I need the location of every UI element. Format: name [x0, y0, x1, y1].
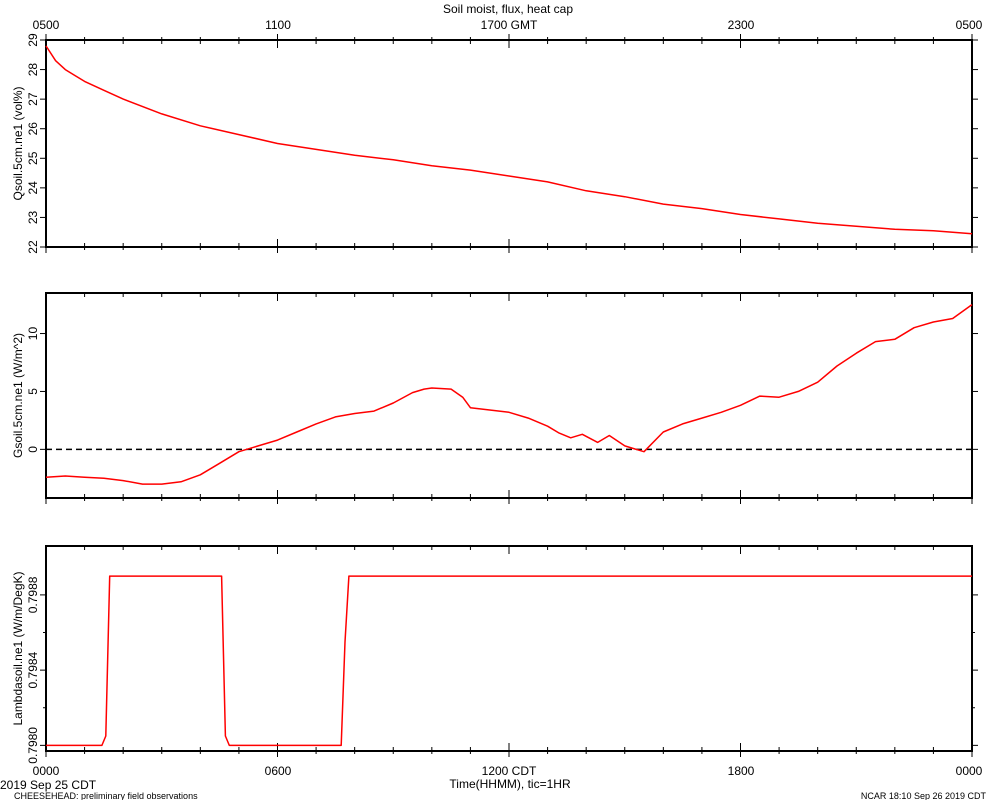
y-tick-label: 28: [26, 63, 40, 77]
panel-frame: [45, 292, 973, 499]
footer-date: 2019 Sep 25 CDT: [0, 778, 97, 792]
y-tick-label: 29: [26, 33, 40, 47]
y-tick-label: 0.7988: [26, 576, 40, 613]
top-tick-label: 1700 GMT: [481, 18, 538, 32]
y-tick-label: 0.7984: [26, 651, 40, 688]
y-tick-label: 25: [26, 151, 40, 165]
y-tick-label: 0: [26, 446, 40, 453]
top-tick-label: 0500: [956, 18, 983, 32]
y-tick-label: 27: [26, 92, 40, 106]
y-tick-label: 5: [26, 388, 40, 395]
top-tick-label: 1100: [265, 18, 291, 32]
y-tick-label: 22: [26, 240, 40, 254]
bottom-tick-label: 1800: [728, 764, 755, 778]
top-tick-label: 0500: [33, 18, 60, 32]
bottom-axis-tick-labels: 0000 0600 1200 CDT 1800 0000: [33, 764, 983, 778]
bottom-tick-label: 1200 CDT: [482, 764, 537, 778]
bottom-tick-label: 0600: [265, 764, 292, 778]
footer-project: CHEESEHEAD: preliminary field observatio…: [14, 791, 198, 800]
bottom-tick-label: 0000: [33, 764, 60, 778]
chart-title: Soil moist, flux, heat cap: [443, 2, 573, 16]
x-axis-label: Time(HHMM), tic=1HR: [449, 777, 571, 791]
y-axis-label: Lambdasoil.ne1 (W/m/DegK): [11, 571, 25, 725]
y-tick-label: 23: [26, 210, 40, 224]
series-line: [46, 575, 972, 747]
series-line: [45, 45, 973, 235]
series-line: [45, 303, 973, 485]
y-tick-label: 10: [26, 327, 40, 341]
top-axis-tick-labels: 0500 1100 1700 GMT 2300 0500: [33, 18, 983, 32]
bottom-tick-label: 0000: [956, 764, 983, 778]
top-tick-label: 2300: [728, 18, 755, 32]
footer-credit: NCAR 18:10 Sep 26 2019 CDT: [861, 791, 987, 800]
y-tick-label: 0.7980: [26, 727, 40, 764]
panel-frame: [45, 39, 973, 248]
y-axis-label: Qsoil.5cm.ne1 (vol%): [11, 86, 25, 200]
y-tick-label: 26: [26, 122, 40, 136]
y-axis-label: Gsoil.5cm.ne1 (W/m^2): [11, 333, 25, 458]
y-tick-label: 24: [26, 181, 40, 195]
